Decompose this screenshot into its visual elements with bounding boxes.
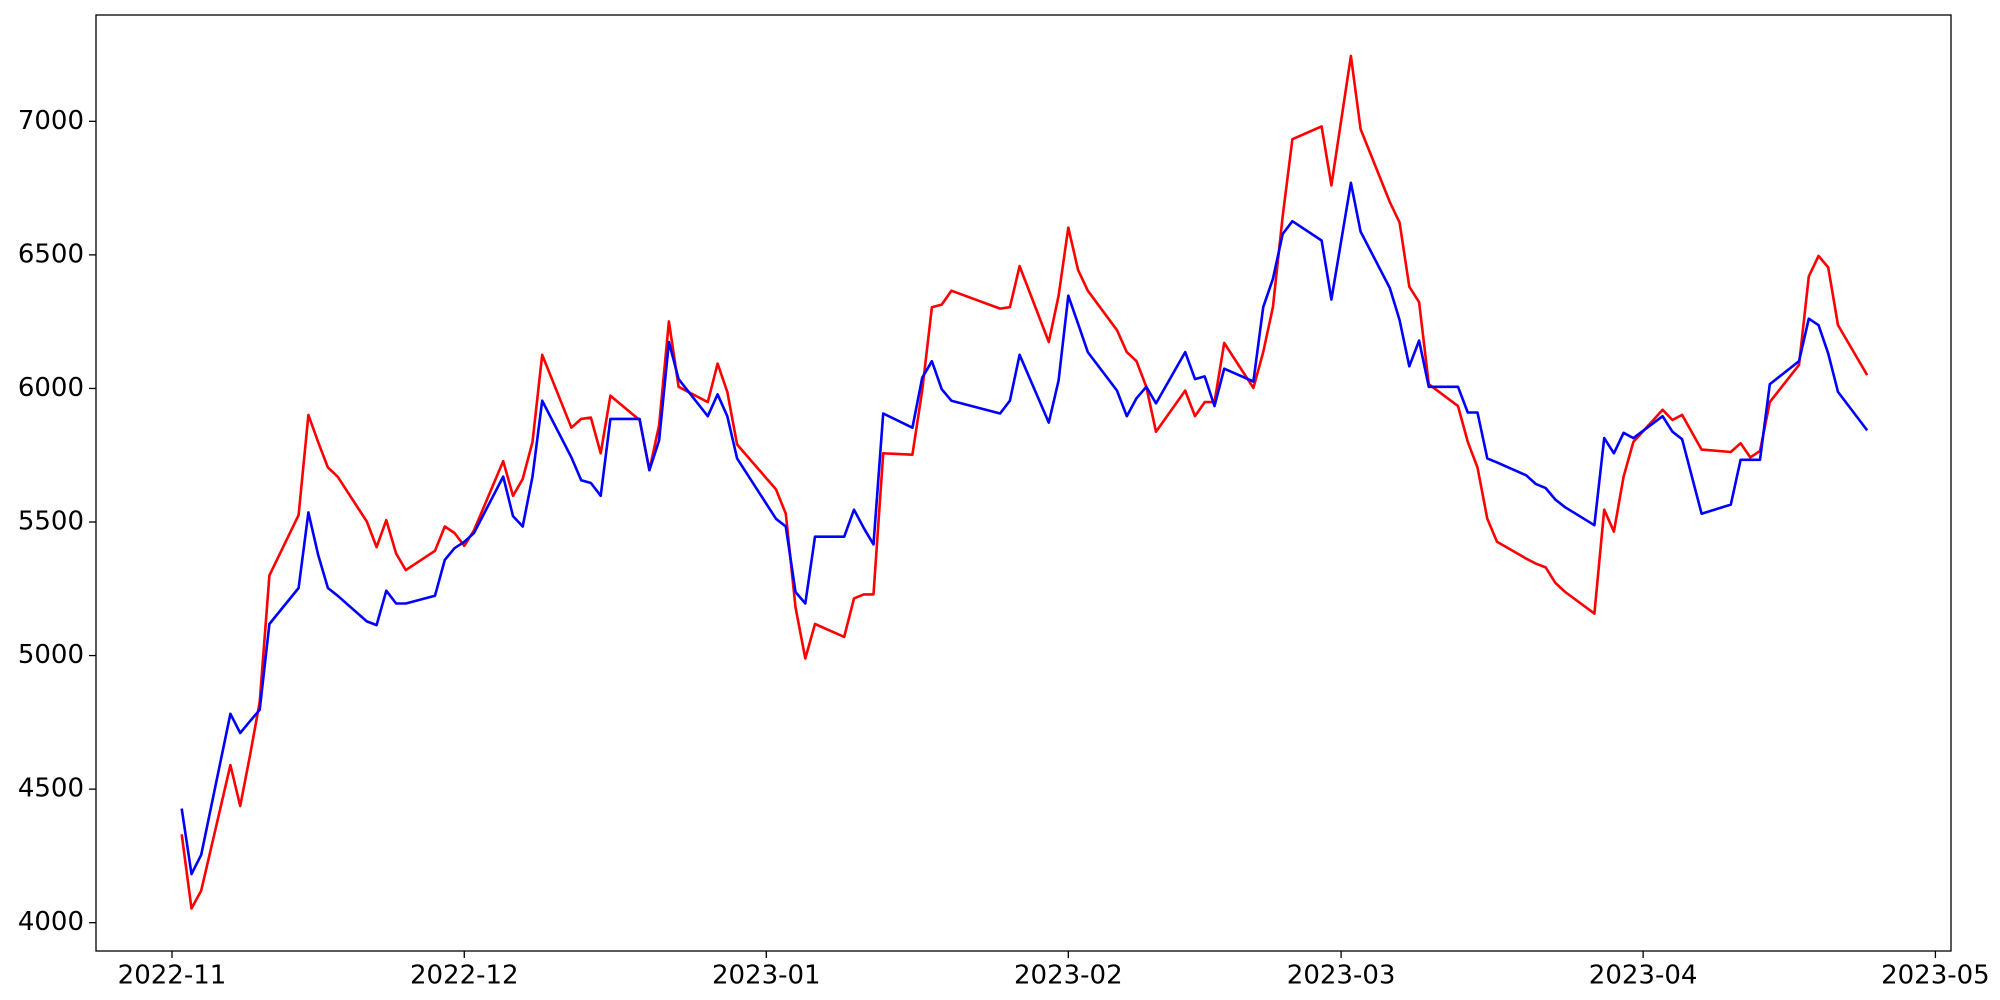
x-tick-label: 2022-11: [118, 961, 227, 991]
x-tick-label: 2023-03: [1287, 961, 1396, 991]
y-tick-label: 5000: [18, 640, 84, 670]
series-line: [180, 181, 1869, 876]
x-tick-label: 2022-12: [410, 961, 519, 991]
y-tick-label: 6500: [18, 239, 84, 269]
x-tick-label: 2023-05: [1881, 961, 1990, 991]
x-tick-label: 2023-02: [1014, 961, 1123, 991]
y-tick-label: 4000: [18, 907, 84, 937]
x-tick-label: 2023-04: [1589, 961, 1698, 991]
x-tick-label: 2023-01: [712, 961, 821, 991]
y-tick-label: 6000: [18, 373, 84, 403]
y-tick-label: 4500: [18, 774, 84, 804]
y-tick-label: 5500: [18, 507, 84, 537]
series-line: [180, 54, 1869, 910]
plot-frame: [95, 14, 1952, 952]
y-tick-label: 7000: [18, 106, 84, 136]
